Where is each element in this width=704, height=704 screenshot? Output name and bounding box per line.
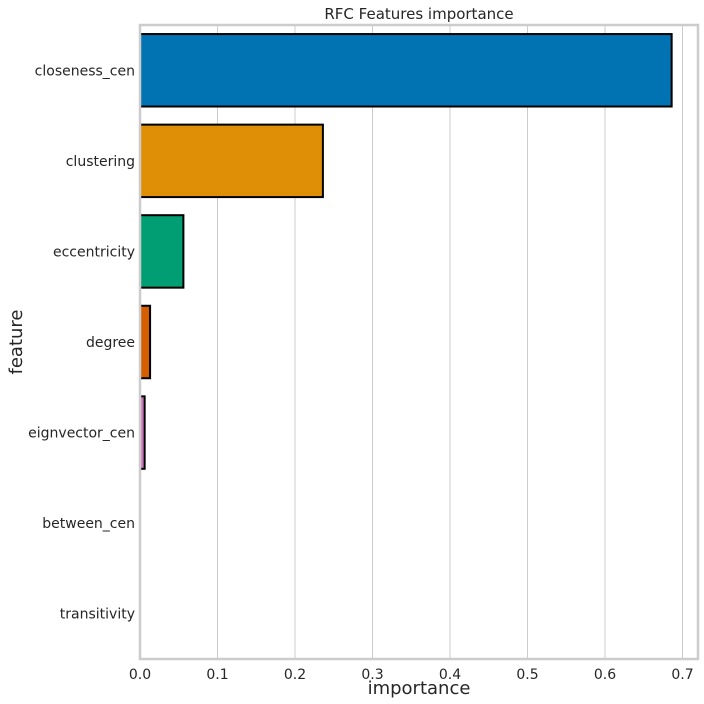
x-tick-label: 0.7 [671, 667, 693, 683]
y-tick-label: closeness_cen [35, 63, 135, 79]
bar-clustering [139, 123, 324, 199]
y-tick-labels: closeness_cen clustering eccentricity degre… [28, 63, 135, 622]
x-tick-label: 0.6 [594, 667, 616, 683]
x-tick-label: 0.5 [516, 667, 538, 683]
bar-closeness_cen [139, 33, 673, 108]
y-tick-label: degree [86, 335, 135, 351]
x-tick-label: 0.2 [284, 667, 306, 683]
x-tick-label: 0.4 [439, 667, 461, 683]
chart-title: RFC Features importance [324, 5, 513, 23]
x-axis-title: importance [368, 678, 471, 699]
y-tick-label: clustering [66, 154, 135, 170]
y-tick-label: eccentricity [53, 244, 135, 260]
y-tick-label: eignvector_cen [28, 426, 135, 442]
bar-eccentricity [139, 214, 185, 289]
x-tick-labels: 0.0 0.1 0.2 0.3 0.4 0.5 0.6 0.7 [129, 667, 694, 683]
x-tick-label: 0.0 [129, 667, 151, 683]
plot-frame [138, 23, 700, 661]
x-tick-label: 0.1 [206, 667, 228, 683]
y-axis-title: feature [6, 310, 27, 375]
grid-lines [139, 25, 683, 659]
y-tick-label: between_cen [42, 516, 135, 532]
y-tick-label: transitivity [60, 607, 135, 623]
bars [139, 33, 673, 470]
x-tick-label: 0.3 [361, 667, 383, 683]
bar-degree [139, 304, 152, 380]
